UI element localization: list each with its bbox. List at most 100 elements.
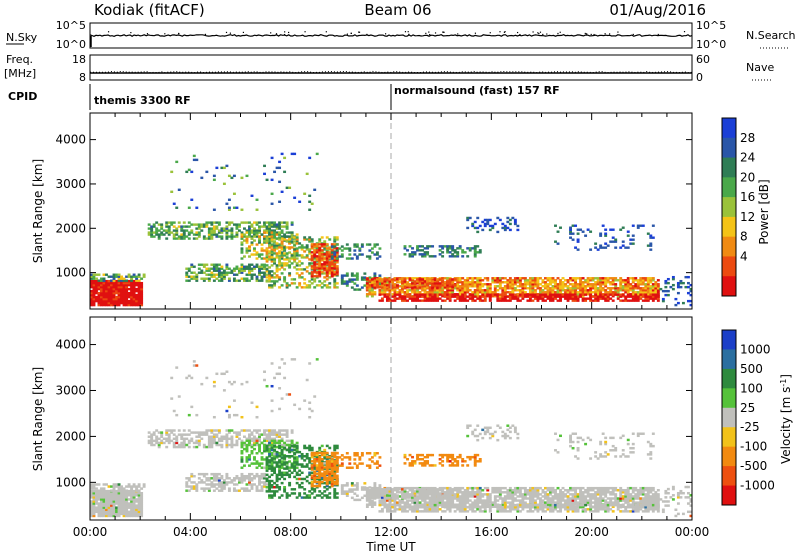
power-cell — [243, 221, 246, 223]
power-cell — [261, 247, 264, 249]
power-cell — [679, 286, 682, 288]
power-cell — [228, 175, 231, 177]
power-cell — [358, 288, 361, 290]
power-cell — [577, 291, 580, 293]
power-cell — [230, 177, 233, 179]
velocity-cell — [371, 456, 374, 458]
power-cell — [178, 225, 181, 227]
velocity-cell — [341, 454, 344, 456]
velocity-cell — [301, 453, 304, 455]
velocity-cell — [93, 490, 96, 492]
power-cell — [205, 268, 208, 270]
velocity-cell — [296, 482, 299, 484]
velocity-cell — [271, 480, 274, 482]
power-cell — [411, 251, 414, 253]
power-cell — [579, 293, 582, 295]
power-cell — [291, 254, 294, 256]
power-cell — [266, 221, 269, 223]
velocity-cell — [261, 462, 264, 464]
power-cell — [323, 243, 326, 245]
power-cell — [386, 278, 389, 280]
power-cell — [649, 277, 652, 279]
power-cell — [401, 295, 404, 297]
nsearch-point — [617, 31, 618, 32]
power-cell — [271, 248, 274, 250]
power-cell — [195, 159, 198, 161]
velocity-cell — [205, 487, 208, 489]
power-cell — [311, 255, 314, 257]
velocity-cell — [170, 440, 173, 442]
velocity-cell — [303, 445, 306, 447]
velocity-cell — [368, 458, 371, 460]
velocity-cell — [183, 429, 186, 431]
velocity-cell — [333, 452, 336, 454]
power-cell — [506, 221, 509, 223]
velocity-cell — [218, 477, 221, 479]
power-cell — [474, 227, 477, 229]
power-cell — [293, 266, 296, 268]
power-cell — [253, 235, 256, 237]
power-cell — [336, 247, 339, 249]
velocity-cell — [268, 480, 271, 482]
power-cell — [256, 231, 259, 233]
power-cell — [215, 167, 218, 169]
power-cell — [401, 286, 404, 288]
velocity-cell — [306, 476, 309, 478]
velocity-cell — [180, 442, 183, 444]
power-cell — [263, 264, 266, 266]
nsearch-point — [243, 32, 244, 33]
power-cell — [308, 284, 311, 286]
velocity-cell — [165, 446, 168, 448]
power-cell — [486, 219, 489, 221]
velocity-cell — [278, 455, 281, 457]
power-cell — [557, 299, 560, 301]
power-colorbar-tick: 20 — [740, 170, 755, 184]
velocity-cell — [241, 466, 244, 468]
power-cell — [263, 272, 266, 274]
power-cell — [371, 278, 374, 280]
power-cell — [205, 278, 208, 280]
velocity-cell — [321, 496, 324, 498]
power-cell — [584, 279, 587, 281]
power-cell — [383, 278, 386, 280]
power-cell — [288, 272, 291, 274]
velocity-cell — [333, 488, 336, 490]
power-cell — [296, 286, 299, 288]
power-cell — [346, 247, 349, 249]
power-cell — [649, 285, 652, 287]
power-cell — [235, 280, 238, 282]
power-cell — [193, 237, 196, 239]
velocity-cell — [321, 481, 324, 483]
power-cell — [594, 246, 597, 248]
velocity-cell — [258, 462, 261, 464]
velocity-cell — [220, 435, 223, 437]
power-cell — [296, 272, 299, 274]
power-cell — [256, 276, 259, 278]
velocity-cell — [251, 477, 254, 479]
power-cell — [411, 277, 414, 279]
velocity-cell — [188, 433, 191, 435]
power-cell — [604, 289, 607, 291]
velocity-cell — [105, 483, 108, 485]
velocity-cell — [198, 477, 201, 479]
power-cell — [336, 282, 339, 284]
power-cell — [170, 171, 173, 173]
power-cell — [205, 274, 208, 276]
velocity-cell — [283, 486, 286, 488]
velocity-cell — [205, 477, 208, 479]
power-cell — [263, 173, 266, 175]
power-cell — [308, 258, 311, 260]
power-cell — [283, 246, 286, 248]
power-cell — [592, 295, 595, 297]
power-cell — [409, 293, 412, 295]
power-cell — [230, 270, 233, 272]
power-cell — [511, 279, 514, 281]
power-cell — [363, 284, 366, 286]
power-cell — [597, 248, 600, 250]
power-cell — [516, 229, 519, 231]
nsearch-point — [585, 33, 586, 34]
power-cell — [158, 223, 161, 225]
power-cell — [361, 243, 364, 245]
power-cell — [589, 283, 592, 285]
power-cell — [253, 274, 256, 276]
